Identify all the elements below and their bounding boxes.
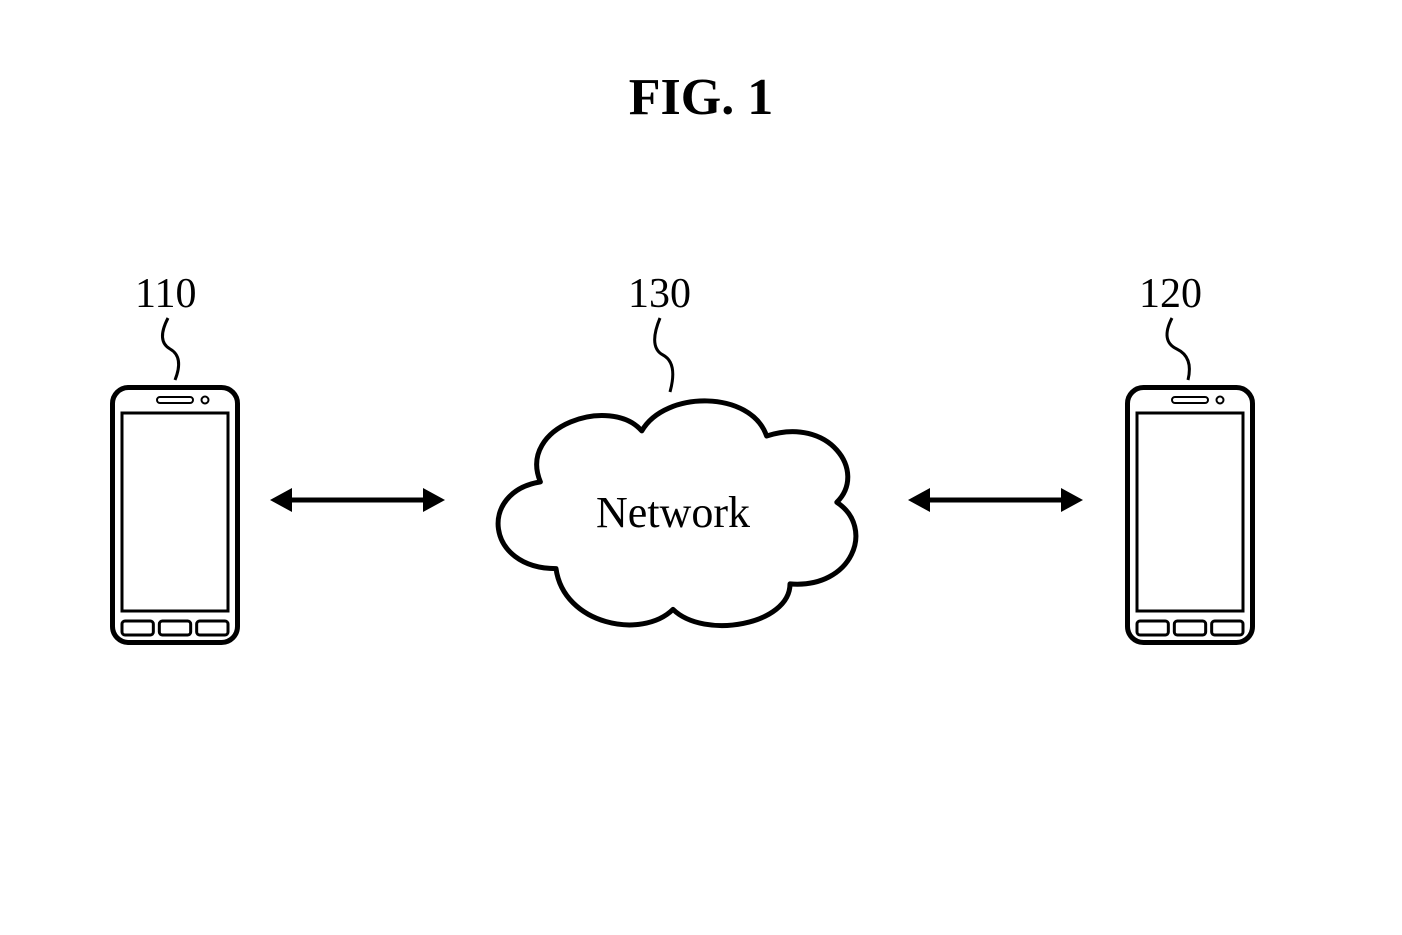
- phone-device-right: [1125, 385, 1255, 650]
- connection-arrow-right: [908, 480, 1083, 525]
- connection-arrow-left: [270, 480, 445, 525]
- ref-label-120: 120: [1139, 270, 1202, 318]
- network-label: Network: [478, 487, 868, 538]
- network-cloud: Network: [478, 385, 868, 640]
- figure-title: FIG. 1: [629, 68, 773, 127]
- phone-device-left: [110, 385, 240, 650]
- ref-label-130: 130: [628, 270, 691, 318]
- ref-label-110: 110: [135, 270, 196, 318]
